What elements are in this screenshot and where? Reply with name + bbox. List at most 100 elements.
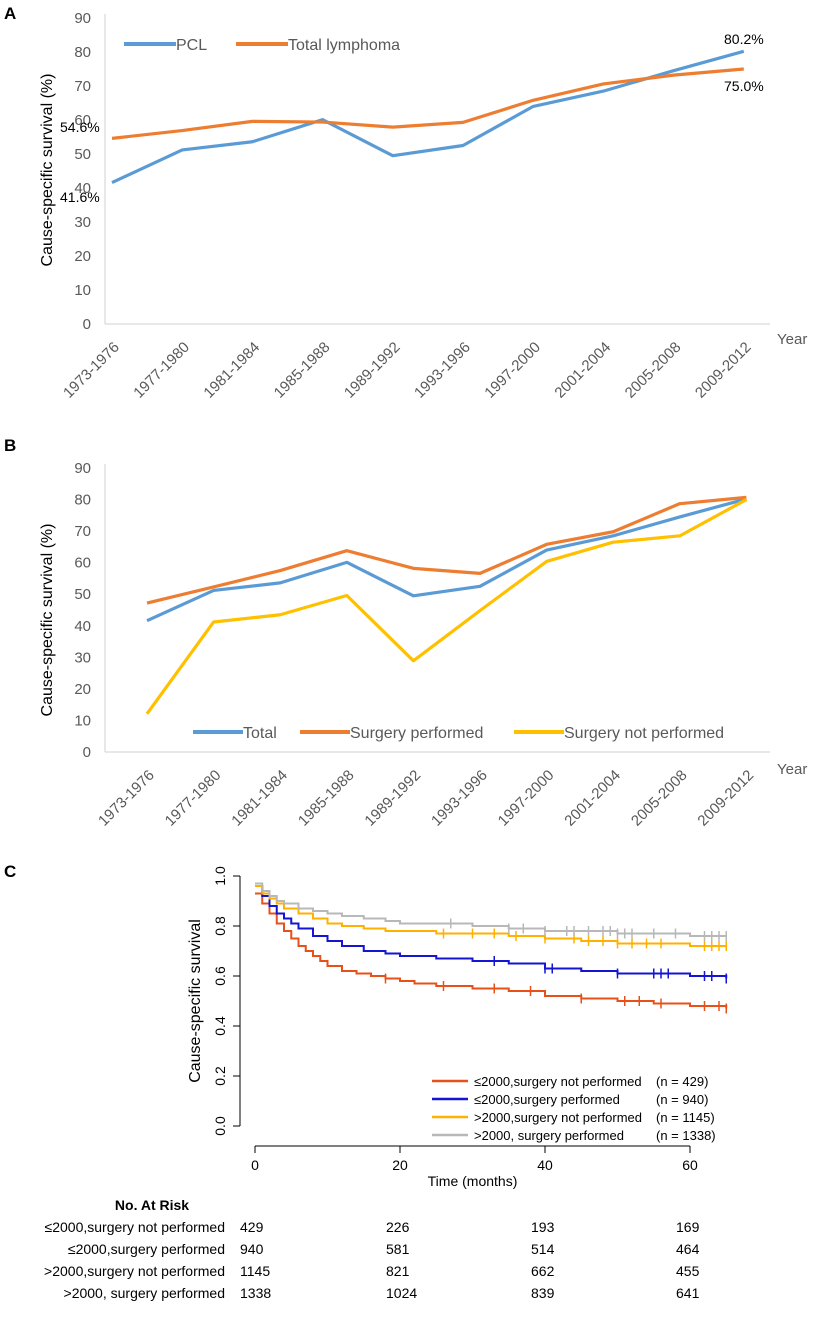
a-annotation-0: 54.6% xyxy=(60,119,100,135)
a-x-tick-label: 1973-1976 xyxy=(60,339,123,402)
c-risk-cell: 429 xyxy=(240,1219,264,1235)
c-km-curve-2 xyxy=(255,885,727,947)
a-y-tick-label: 40 xyxy=(74,180,91,197)
c-y-tick-label: 0.4 xyxy=(212,1016,228,1036)
a-series-line-0 xyxy=(111,49,745,185)
c-risk-row-label: ≤2000,surgery performed xyxy=(68,1241,225,1257)
panel-a-label: A xyxy=(4,4,17,23)
b-series-line-0 xyxy=(146,497,747,623)
a-x-tick-label: 2009-2012 xyxy=(692,339,755,402)
c-risk-cell: 1145 xyxy=(240,1263,270,1279)
c-risk-cell: 1338 xyxy=(240,1285,271,1301)
b-x-tick-label: 1985-1988 xyxy=(295,767,358,830)
a-y-tick-label: 20 xyxy=(74,248,91,265)
panel-a-chart: 0 10 20 30 40 50 60 70 80 90 1973-1976 1977-1980 198… xyxy=(39,10,807,402)
a-x-tick-label: 1977-1980 xyxy=(130,339,193,402)
b-series-line-1 xyxy=(146,495,747,605)
c-risk-title: No. At Risk xyxy=(115,1197,189,1213)
c-legend-n-0: (n = 429) xyxy=(656,1074,708,1089)
a-y-tick-label: 50 xyxy=(74,146,91,163)
panel-b-x-axis-label: Year xyxy=(777,761,807,778)
a-x-tick-label: 2001-2004 xyxy=(551,339,614,402)
panel-b-label: B xyxy=(4,436,17,455)
a-annotation-3: 75.0% xyxy=(724,78,764,94)
c-risk-cell: 821 xyxy=(386,1263,410,1279)
b-y-tick-label: 50 xyxy=(74,586,91,603)
a-y-tick-label: 30 xyxy=(74,214,91,231)
c-y-tick-label: 0.6 xyxy=(212,966,228,986)
a-annotation-1: 41.6% xyxy=(60,189,100,205)
c-y-tick-label: 0.0 xyxy=(212,1116,228,1136)
a-x-tick-label: 1985-1988 xyxy=(271,339,334,402)
c-x-tick-label: 40 xyxy=(537,1157,553,1173)
panel-c-x-axis-label: Time (months) xyxy=(428,1173,518,1189)
b-y-tick-label: 60 xyxy=(74,555,91,572)
panel-a-y-axis-label: Cause-specific survival (%) xyxy=(39,74,56,267)
b-legend-label-0: Total xyxy=(243,725,277,742)
b-x-tick-label: 1981-1984 xyxy=(228,767,291,830)
b-y-tick-label: 10 xyxy=(74,712,91,729)
a-series-line-1 xyxy=(111,67,744,140)
b-y-tick-label: 70 xyxy=(74,523,91,540)
c-y-tick-label: 0.8 xyxy=(212,916,228,936)
b-legend-label-1: Surgery performed xyxy=(350,725,483,742)
panel-a-x-axis-label: Year xyxy=(777,331,807,348)
c-risk-cell: 940 xyxy=(240,1241,264,1257)
a-y-tick-label: 10 xyxy=(74,282,91,299)
a-y-tick-label: 90 xyxy=(74,10,91,27)
c-risk-cell: 226 xyxy=(386,1219,410,1235)
c-risk-row-label: >2000,surgery not performed xyxy=(44,1263,225,1279)
c-risk-cell: 839 xyxy=(531,1285,555,1301)
panel-c-y-axis-label: Cause-specific survival xyxy=(187,919,204,1083)
a-x-tick-label: 1993-1996 xyxy=(411,339,474,402)
b-x-tick-label: 2009-2012 xyxy=(694,767,757,830)
a-y-tick-label: 80 xyxy=(74,44,91,61)
b-x-tick-label: 1993-1996 xyxy=(428,767,491,830)
a-x-tick-label: 2005-2008 xyxy=(622,339,685,402)
panel-c-chart: 0.0 0.2 0.4 0.6 0.8 1.0 0 20 40 60 ≤2000,surgery … xyxy=(44,866,728,1301)
c-risk-cell: 193 xyxy=(531,1219,555,1235)
b-x-tick-label: 1989-1992 xyxy=(361,767,424,830)
c-legend-label-1: ≤2000,surgery performed xyxy=(474,1092,620,1107)
c-risk-cell: 455 xyxy=(676,1263,700,1279)
panel-b-y-axis-label: Cause-specific survival (%) xyxy=(39,524,56,717)
c-x-tick-label: 60 xyxy=(682,1157,698,1173)
c-risk-cell: 1024 xyxy=(386,1285,417,1301)
b-x-tick-label: 1977-1980 xyxy=(162,767,225,830)
b-x-tick-label: 1997-2000 xyxy=(495,767,558,830)
b-y-tick-label: 40 xyxy=(74,618,91,635)
c-legend-label-2: >2000,surgery not performed xyxy=(474,1110,642,1125)
c-risk-row-label: ≤2000,surgery not performed xyxy=(45,1219,225,1235)
c-legend-label-3: >2000, surgery performed xyxy=(474,1128,624,1143)
a-legend-label-1: Total lymphoma xyxy=(288,37,400,54)
c-y-tick-label: 1.0 xyxy=(212,866,228,886)
b-y-tick-label: 90 xyxy=(74,460,91,477)
c-legend-n-1: (n = 940) xyxy=(656,1092,708,1107)
c-risk-cell: 514 xyxy=(531,1241,555,1257)
c-y-tick-label: 0.2 xyxy=(212,1066,228,1086)
a-annotation-2: 80.2% xyxy=(724,31,764,47)
a-x-tick-label: 1997-2000 xyxy=(481,339,544,402)
a-x-tick-label: 1989-1992 xyxy=(341,339,404,402)
b-x-tick-label: 2001-2004 xyxy=(561,767,624,830)
b-series-line-2 xyxy=(145,498,748,715)
c-km-curve-1 xyxy=(255,885,728,979)
c-risk-cell: 169 xyxy=(676,1219,700,1235)
c-legend-n-3: (n = 1338) xyxy=(656,1128,716,1143)
a-y-tick-label: 60 xyxy=(74,112,91,129)
c-x-tick-label: 0 xyxy=(251,1157,259,1173)
b-x-tick-label: 2005-2008 xyxy=(628,767,691,830)
c-risk-cell: 662 xyxy=(531,1263,555,1279)
b-y-tick-label: 0 xyxy=(83,744,91,761)
b-legend-label-2: Surgery not performed xyxy=(564,725,724,742)
c-legend-n-2: (n = 1145) xyxy=(656,1110,715,1125)
b-y-tick-label: 80 xyxy=(74,492,91,509)
panel-c-label: C xyxy=(4,862,17,881)
b-y-tick-label: 20 xyxy=(74,681,91,698)
a-y-tick-label: 0 xyxy=(83,316,91,333)
c-legend-label-0: ≤2000,surgery not performed xyxy=(474,1074,642,1089)
c-km-curve-3 xyxy=(255,882,727,937)
a-y-tick-label: 70 xyxy=(74,78,91,95)
c-risk-row-label: >2000, surgery performed xyxy=(64,1285,225,1301)
